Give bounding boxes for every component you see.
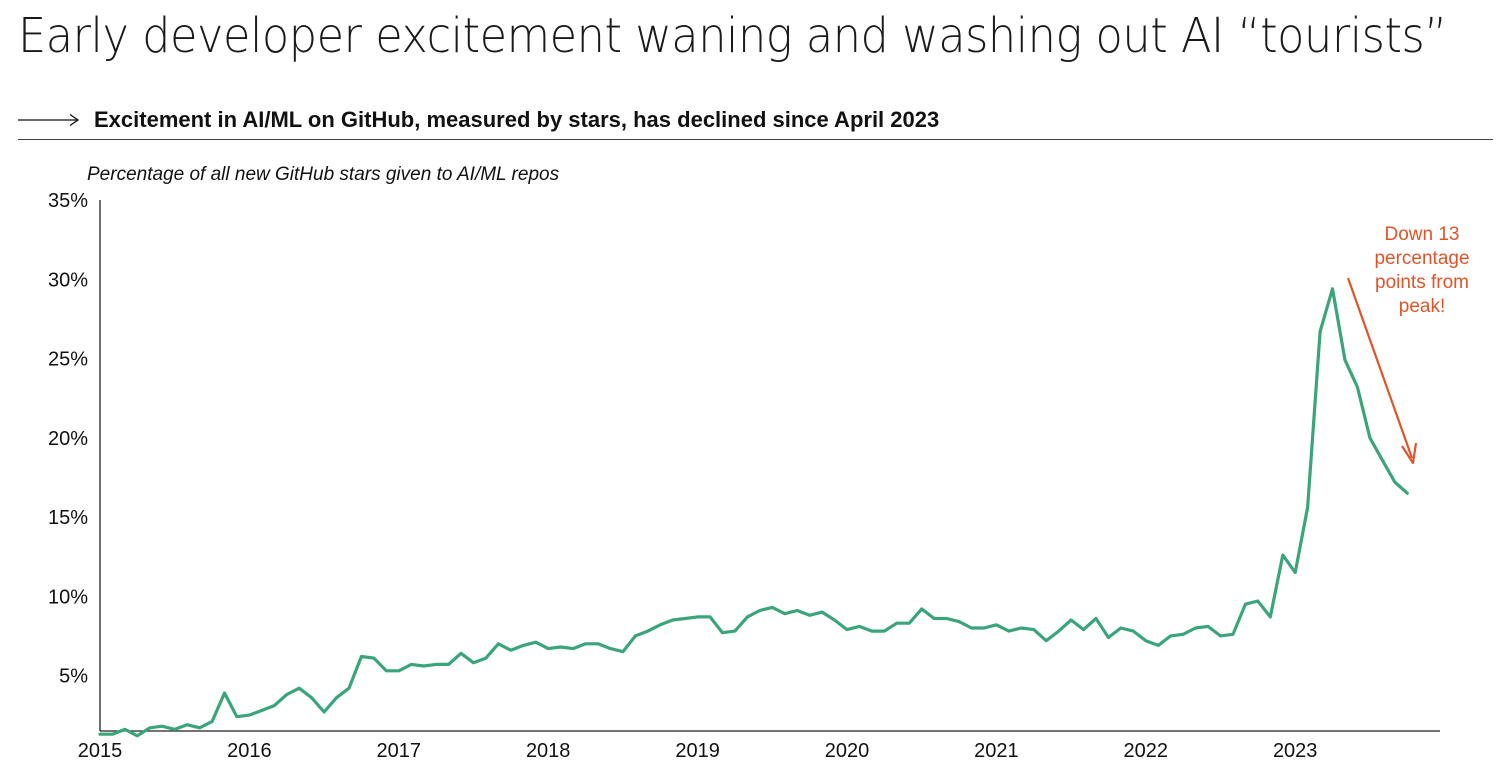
x-tick-label: 2018 xyxy=(526,740,571,762)
y-tick-label: 15% xyxy=(48,507,88,529)
y-tick-label: 25% xyxy=(48,349,88,371)
long-arrow-right-icon xyxy=(18,113,80,127)
x-tick-label: 2019 xyxy=(675,740,720,762)
chart-subtitle: Excitement in AI/ML on GitHub, measured … xyxy=(94,107,940,132)
page-title: Early developer excitement waning and wa… xyxy=(18,8,1447,64)
y-axis-title: Percentage of all new GitHub stars given… xyxy=(87,164,560,185)
subtitle-row: Excitement in AI/ML on GitHub, measured … xyxy=(18,103,939,137)
annotation-text-line: percentage xyxy=(1374,248,1469,269)
x-tick-label: 2022 xyxy=(1124,740,1169,762)
y-tick-label: 20% xyxy=(48,428,88,450)
x-tick-label: 2020 xyxy=(825,740,870,762)
annotation-text-line: Down 13 xyxy=(1385,224,1460,245)
y-tick-label: 35% xyxy=(48,190,88,212)
annotation-text-line: points from xyxy=(1375,272,1469,293)
y-tick-label: 5% xyxy=(59,666,88,688)
annotation-arrow-head-icon xyxy=(1401,442,1418,465)
x-tick-label: 2017 xyxy=(377,740,422,762)
annotation-arrow-shaft xyxy=(1346,277,1414,459)
x-tick-label: 2021 xyxy=(974,740,1019,762)
y-tick-label: 10% xyxy=(48,586,88,608)
x-tick-label: 2015 xyxy=(78,740,123,762)
x-tick-label: 2016 xyxy=(227,740,272,762)
x-tick-label: 2023 xyxy=(1273,740,1318,762)
annotation-text-line: peak! xyxy=(1399,296,1445,317)
header-divider xyxy=(18,139,1493,140)
series-line xyxy=(98,287,1409,738)
y-tick-label: 30% xyxy=(48,269,88,291)
